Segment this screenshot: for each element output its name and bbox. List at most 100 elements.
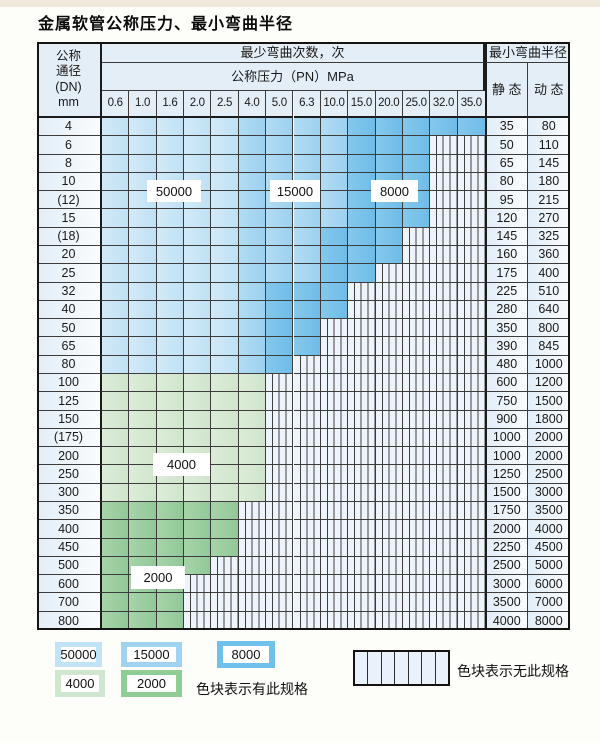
pressure-cell [156,136,185,155]
dn-cell: 125 [37,392,102,411]
pressure-cell [238,209,267,228]
header-pressure-col-2.5: 2.5 [211,91,239,118]
pressure-cell [102,410,130,429]
no-spec-cell [402,538,431,557]
no-spec-cell [266,374,294,393]
pressure-cell [402,154,431,173]
pressure-cell [102,520,130,539]
no-spec-cell [430,319,458,338]
no-spec-cell [375,337,403,356]
pressure-cell [293,154,321,173]
pressure-cell [184,154,212,173]
no-spec-cell [430,246,458,265]
no-spec-cell [457,319,485,338]
no-spec-cell [293,538,321,557]
pressure-cell [348,264,376,283]
pressure-cell [102,428,130,448]
no-spec-cell [375,593,403,612]
dn-cell: 350 [37,502,102,521]
no-spec-cell [457,300,485,320]
static-radius-cell: 35 [485,118,528,137]
pressure-cell [129,355,157,374]
pressure-cell [102,172,130,192]
pressure-cell [211,502,239,521]
no-spec-cell [266,520,294,539]
legend-no-spec-swatch [353,650,450,686]
pressure-cell [102,337,130,356]
pressure-cell [348,136,376,155]
header-pressure-col-15.0: 15.0 [348,91,376,118]
no-spec-cell [320,593,349,612]
pressure-cell [184,520,212,539]
dynamic-radius-cell: 1800 [527,410,570,429]
pressure-cell [102,355,130,374]
static-radius-cell: 2250 [485,538,528,557]
no-spec-cell [402,264,431,283]
static-radius-cell: 225 [485,282,528,301]
no-spec-cell [457,611,485,630]
no-spec-cell [430,209,458,228]
header-pressure-col-25.0: 25.0 [402,91,431,118]
pressure-cell [320,227,349,246]
pressure-cell [211,172,239,192]
no-spec-cell [320,520,349,539]
dynamic-radius-cell: 640 [527,300,570,320]
no-spec-cell [375,282,403,301]
no-spec-cell [430,282,458,301]
pressure-cell [129,410,157,429]
pressure-cell [156,502,185,521]
pressure-cell [129,483,157,502]
pressure-cell [375,227,403,246]
dynamic-radius-cell: 4500 [527,538,570,557]
static-radius-cell: 1250 [485,465,528,484]
header-pressure-col-0.6: 0.6 [102,91,130,118]
no-spec-cell [293,392,321,411]
header-pressure-col-2.0: 2.0 [184,91,212,118]
no-spec-cell [457,154,485,173]
static-radius-cell: 160 [485,246,528,265]
header-min-bend-radius: 最小弯曲半径 [485,42,570,63]
pressure-cell [320,172,349,192]
no-spec-cell [402,319,431,338]
dn-cell: 50 [37,319,102,338]
page-title: 金属软管公称压力、最小弯曲半径 [38,16,294,33]
dynamic-radius-cell: 110 [527,136,570,155]
no-spec-cell [375,410,403,429]
pressure-cell [266,246,294,265]
no-spec-cell [375,575,403,594]
no-spec-cell [293,483,321,502]
pressure-cell [348,154,376,173]
no-spec-cell [266,483,294,502]
pressure-cell [184,410,212,429]
no-spec-cell [402,483,431,502]
dynamic-radius-cell: 1500 [527,392,570,411]
static-radius-cell: 1000 [485,428,528,448]
pressure-cell [102,392,130,411]
pressure-cell [211,410,239,429]
dn-cell: 8 [37,154,102,173]
no-spec-cell [293,575,321,594]
pressure-cell [266,227,294,246]
pressure-cell [266,264,294,283]
no-spec-cell [211,556,239,576]
pressure-cell [184,337,212,356]
pressure-cell [129,428,157,448]
legend-swatch-label: 8000 [223,646,269,663]
no-spec-cell [402,355,431,374]
dn-cell: 450 [37,538,102,557]
pressure-cell [184,556,212,576]
static-radius-cell: 3000 [485,575,528,594]
pressure-cell [375,136,403,155]
no-spec-cell [375,502,403,521]
no-spec-cell [457,191,485,210]
no-spec-cell [238,538,267,557]
no-spec-cell [430,575,458,594]
pressure-cell [238,191,267,210]
pressure-cell [184,428,212,448]
no-spec-cell [375,428,403,448]
pressure-cell [156,319,185,338]
pressure-cell [402,136,431,155]
pressure-cell [293,264,321,283]
no-spec-cell [430,447,458,466]
no-spec-cell [320,556,349,576]
